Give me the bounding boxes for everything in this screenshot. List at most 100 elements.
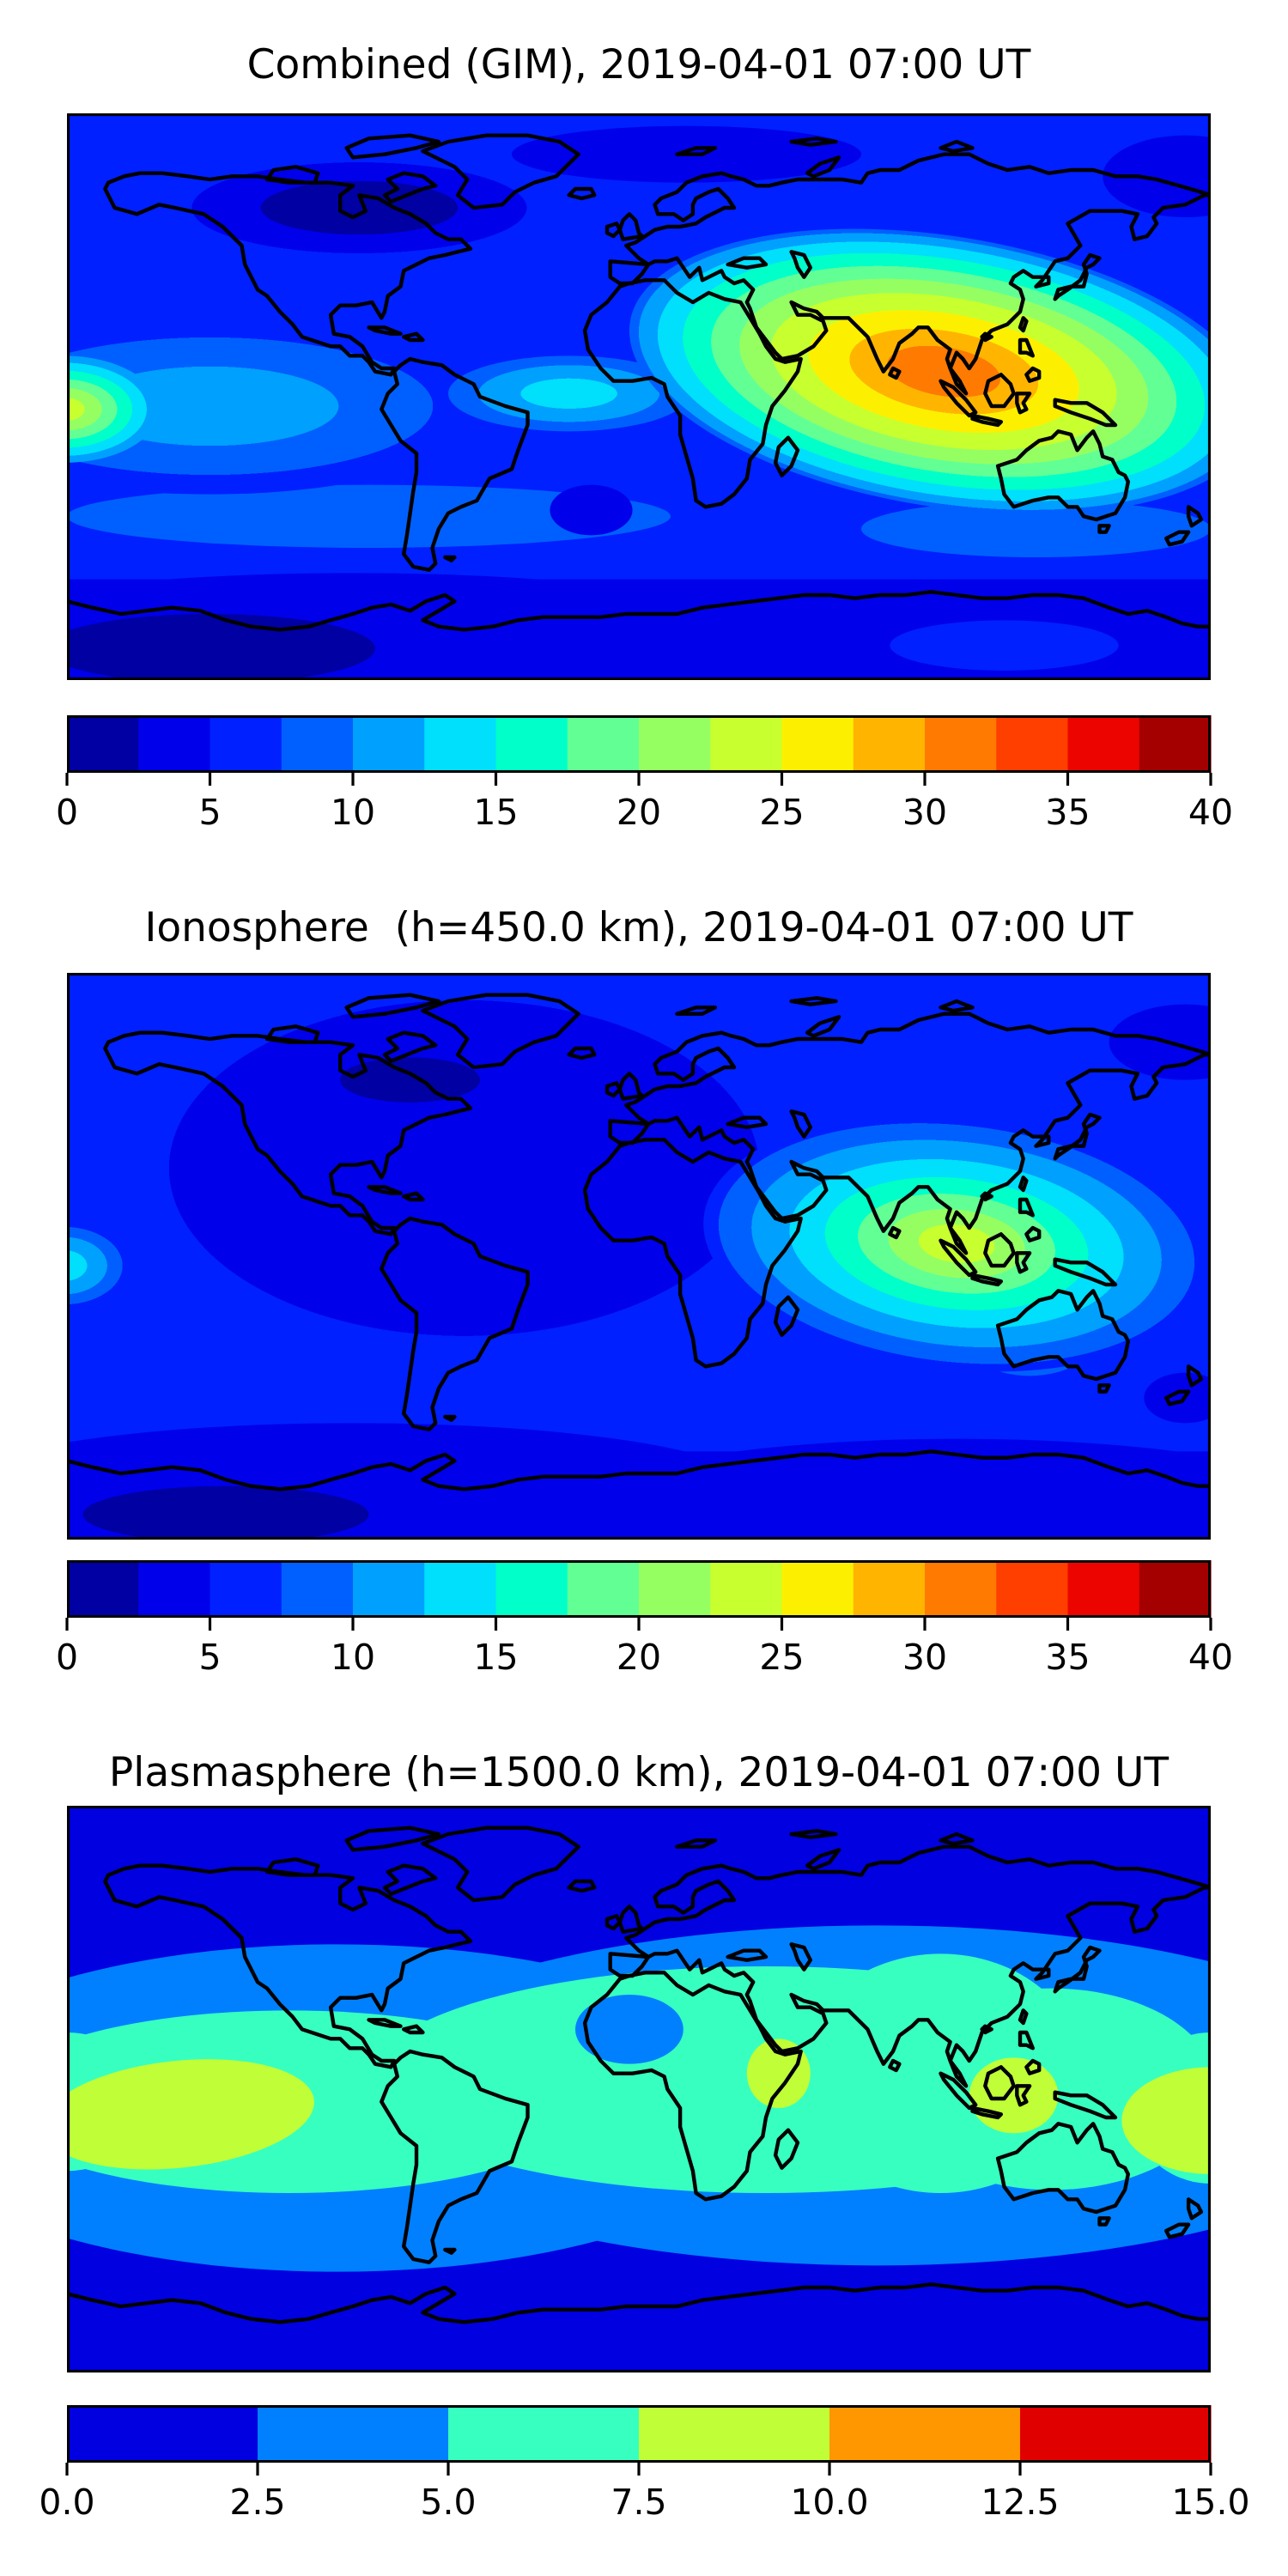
- colorbar-segment: [1067, 1560, 1140, 1618]
- colorbar-segment: [996, 715, 1069, 773]
- contour-feature-pacific-high-patch: [67, 2059, 314, 2170]
- coastline-path: [1164, 1389, 1191, 1406]
- colorbar-segment: [495, 715, 568, 773]
- colorbar-tick-label: 35: [1045, 792, 1090, 833]
- contour-feature-south-atlantic-dip: [550, 484, 633, 536]
- coastline-path: [367, 325, 403, 336]
- coastline-path: [402, 331, 425, 343]
- colorbar-segment: [781, 1560, 854, 1618]
- coastline-path: [1018, 316, 1029, 333]
- plot-title-ionosphere: Ionosphere (h=450.0 km), 2019-04-01 07:0…: [144, 904, 1133, 951]
- map-combined-gim: [67, 113, 1211, 680]
- coastline-path: [103, 1863, 473, 2069]
- coastline-path: [582, 278, 803, 509]
- coastline-path: [995, 429, 1130, 522]
- map-frame: [67, 113, 1211, 680]
- coastline-path: [567, 1046, 597, 1060]
- coastline-path: [582, 1138, 803, 1369]
- contour-feature-antarctic-lighter-patch: [890, 620, 1119, 671]
- coastline-path: [103, 1030, 473, 1236]
- coastline-path: [805, 155, 841, 179]
- coastline-path: [980, 331, 993, 343]
- coastlines: [67, 1826, 1211, 2324]
- contour-feature-dateline-enhancement: [67, 1221, 131, 1310]
- coastline-path: [980, 1191, 993, 1202]
- contour-feature-indonesia-high-patch: [969, 2057, 1059, 2134]
- colorbar-tick-label: 30: [902, 792, 947, 833]
- coastlines: [67, 133, 1211, 632]
- contour-feature-bering-low-strip: [1103, 135, 1211, 217]
- coastline-path: [773, 435, 800, 477]
- coastline-path: [1097, 524, 1111, 534]
- coastline-path: [939, 1832, 975, 1846]
- colorbar-tick-label: 10: [331, 1637, 375, 1678]
- plot-title-combined-gim: Combined (GIM), 2019-04-01 07:00 UT: [246, 41, 1031, 88]
- map-plasmasphere: [67, 1806, 1211, 2372]
- contour-feature-canada-deep-minimum: [283, 1039, 538, 1121]
- contour-feature-south-midlat-band-west: [67, 484, 671, 548]
- map-layers: [67, 973, 1211, 1540]
- coastline-path: [402, 2024, 425, 2035]
- contour-feature-west-hemisphere-minimum: [120, 973, 808, 1364]
- colorbar-segment: [1067, 715, 1140, 773]
- colorbar-segment: [424, 715, 497, 773]
- coastline-path: [675, 1838, 717, 1849]
- coastline-path: [443, 2247, 457, 2255]
- coastline-path: [380, 356, 530, 572]
- coastline-path: [1053, 1112, 1102, 1161]
- colorbar-tick-label: 20: [617, 1637, 661, 1678]
- coastline-path: [1018, 337, 1035, 358]
- coastline-path: [382, 1863, 438, 1896]
- colorbar-segment: [281, 1560, 354, 1618]
- contour-feature-north-america-minimum: [162, 154, 556, 262]
- coastline-path: [1015, 1251, 1032, 1274]
- colorbar-segment: [925, 1560, 997, 1618]
- coastline-path: [789, 250, 812, 279]
- colorbar-tick-label: 10: [331, 792, 375, 833]
- contour-feature-antarctic-min-patch: [67, 614, 375, 680]
- colorbar-body: [67, 2405, 1212, 2463]
- colorbar-segment: [138, 715, 211, 773]
- coastline-path: [421, 133, 580, 210]
- coastline-path: [789, 996, 838, 1006]
- coastline-path: [608, 1844, 1211, 2088]
- map-layers: [67, 1806, 1211, 2372]
- colorbar-segment: [353, 1560, 425, 1618]
- coastline-path: [567, 186, 597, 201]
- coastline-path: [605, 222, 622, 239]
- coastline-path: [380, 2049, 530, 2264]
- coastline-path: [1024, 1225, 1042, 1242]
- colorbar-tick-label: 25: [759, 1637, 804, 1678]
- colorbar-segment: [258, 2405, 449, 2463]
- coastline-path: [773, 1295, 800, 1337]
- plot-title-plasmasphere: Plasmasphere (h=1500.0 km), 2019-04-01 0…: [108, 1749, 1170, 1796]
- colorbar-tick-label: 7.5: [611, 2482, 666, 2523]
- colorbar-segment: [67, 715, 139, 773]
- contour-feature-antarctic-low-east: [607, 1438, 1211, 1540]
- coastline-path: [789, 137, 838, 147]
- contour-feature-dateline-high-patch: [1121, 2067, 1211, 2174]
- colorbar-segment: [710, 715, 783, 773]
- contour-feature-south-asia-hotspot-max: [629, 228, 1211, 514]
- map-layers: [67, 113, 1211, 680]
- coastline-path: [103, 171, 473, 377]
- colorbar-tick-label: 0: [56, 792, 78, 833]
- coastline-path: [970, 2105, 1003, 2120]
- coastline-path: [1015, 392, 1032, 415]
- coastline-path: [888, 366, 902, 380]
- coastline-path: [995, 1289, 1130, 1382]
- colorbar-plasmasphere: 0.0 2.5 5.0 7.5 10.0 12.5 15.0: [39, 2405, 1250, 2523]
- coastline-path: [970, 1273, 1003, 1287]
- coastline-path: [726, 1948, 769, 1962]
- map-frame: [67, 973, 1211, 1540]
- colorbar-segment: [996, 1560, 1069, 1618]
- coastline-path: [402, 1191, 425, 1202]
- colorbar-tick-label: 2.5: [229, 2482, 285, 2523]
- coastline-path: [443, 555, 457, 562]
- colorbar-segment: [853, 715, 926, 773]
- coastline-path: [805, 1848, 841, 1871]
- colorbar-combined-gim: 0 5 10 15 20 25 30 35 40: [56, 715, 1233, 833]
- coastline-path: [382, 1030, 438, 1063]
- colorbar-segment: [710, 1560, 783, 1618]
- colorbar-segment: [495, 1560, 568, 1618]
